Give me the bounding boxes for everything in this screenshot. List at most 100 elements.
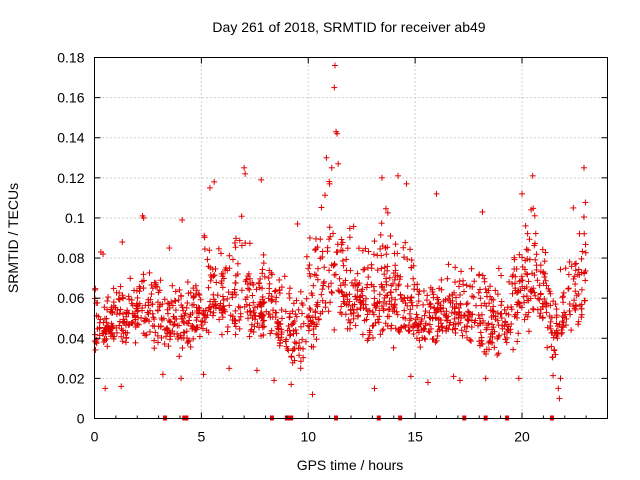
data-point [495, 265, 502, 272]
data-point [534, 277, 541, 284]
data-point [346, 234, 353, 241]
data-point [554, 331, 561, 338]
data-point [172, 288, 179, 295]
data-point [353, 306, 360, 313]
data-point [299, 336, 306, 343]
data-point [563, 322, 570, 329]
data-point [515, 375, 522, 382]
data-point [397, 291, 404, 298]
data-point [195, 309, 202, 316]
data-point [261, 273, 268, 280]
data-point [471, 278, 478, 285]
data-point [517, 277, 524, 284]
data-point [582, 267, 589, 274]
data-point [281, 273, 288, 280]
data-point [282, 338, 289, 345]
data-point [459, 332, 466, 339]
data-point [193, 324, 200, 331]
data-point [383, 281, 390, 288]
data-point [212, 305, 219, 312]
data-point [231, 239, 238, 246]
data-point [154, 332, 161, 339]
data-point [581, 297, 588, 304]
data-point [193, 317, 200, 324]
data-point [559, 324, 566, 331]
data-point [521, 316, 528, 323]
data-point [516, 251, 523, 258]
data-point [457, 300, 464, 307]
data-point [408, 315, 415, 322]
data-point [157, 277, 164, 284]
data-point [128, 320, 135, 327]
data-point [104, 343, 111, 350]
data-point [377, 331, 384, 338]
data-point [369, 309, 376, 316]
data-point [273, 330, 280, 337]
data-point [249, 292, 256, 299]
data-point [326, 180, 333, 187]
data-point [102, 385, 109, 392]
data-point [344, 296, 351, 303]
data-point [541, 273, 548, 280]
data-point [297, 365, 304, 372]
data-point [140, 277, 147, 284]
data-point [401, 295, 408, 302]
data-point [530, 306, 537, 313]
data-point [467, 283, 474, 290]
data-point [159, 301, 166, 308]
data-point [289, 308, 296, 315]
data-point [380, 299, 387, 306]
data-point [525, 247, 532, 254]
data-point [254, 303, 261, 310]
data-point [250, 307, 257, 314]
data-point [115, 295, 122, 302]
data-point [553, 327, 560, 334]
data-point [374, 267, 381, 274]
data-point [218, 270, 225, 277]
data-point [339, 239, 346, 246]
data-point [566, 301, 573, 308]
data-point [251, 323, 258, 330]
data-point [100, 319, 107, 326]
data-point [463, 301, 470, 308]
y-tick-label: 0.18 [57, 50, 84, 66]
data-point [453, 311, 460, 318]
data-point [455, 314, 462, 321]
data-point [539, 300, 546, 307]
data-point [449, 291, 456, 298]
data-point [424, 379, 431, 386]
data-point [338, 288, 345, 295]
data-point [334, 130, 341, 137]
data-point [572, 267, 579, 274]
data-point [94, 299, 101, 306]
data-point [278, 326, 285, 333]
data-point [144, 309, 151, 316]
data-point [100, 251, 107, 258]
data-point [179, 344, 186, 351]
data-point [456, 308, 463, 315]
data-point [217, 300, 224, 307]
data-point [186, 313, 193, 320]
data-point [438, 320, 445, 327]
data-point [573, 260, 580, 267]
data-point [470, 294, 477, 301]
data-point [171, 321, 178, 328]
data-point [578, 301, 585, 308]
data-point [284, 345, 291, 352]
data-point [140, 214, 147, 221]
data-point [394, 272, 401, 279]
data-point [292, 311, 299, 318]
data-point [363, 306, 370, 313]
data-point [424, 292, 431, 299]
data-point [533, 266, 540, 273]
data-point [296, 339, 303, 346]
data-point [482, 285, 489, 292]
data-point [483, 346, 490, 353]
data-point [426, 321, 433, 328]
data-point [429, 288, 436, 295]
data-point [438, 276, 445, 283]
data-point [384, 209, 391, 216]
data-point [388, 294, 395, 301]
data-point [450, 373, 457, 380]
data-point [392, 296, 399, 303]
